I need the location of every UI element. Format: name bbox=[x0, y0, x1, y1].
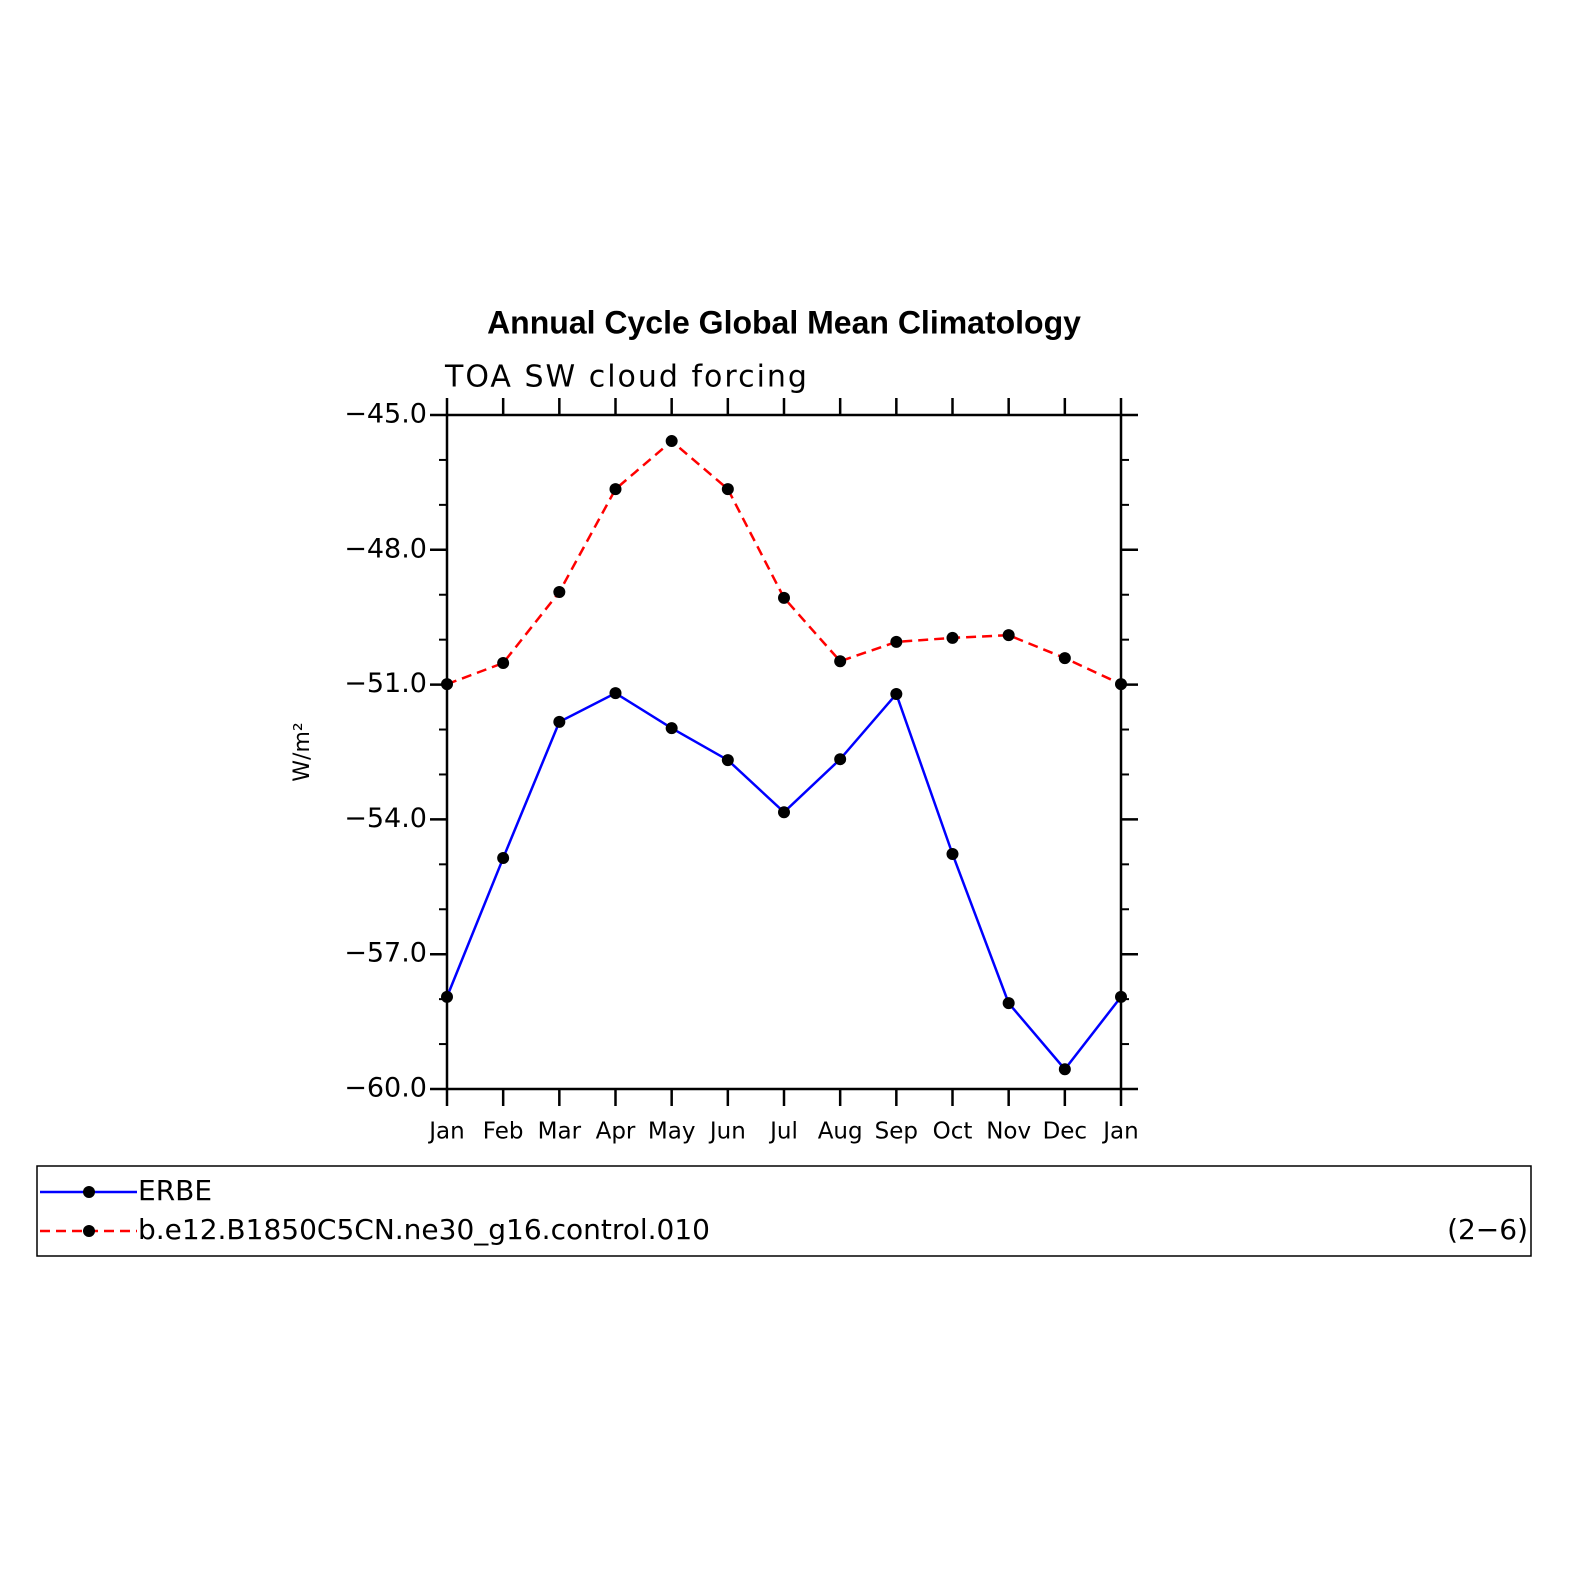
data-point bbox=[778, 806, 790, 819]
x-tick-label: Mar bbox=[538, 1119, 582, 1145]
y-axis-label: W/m² bbox=[290, 722, 315, 781]
data-point bbox=[553, 715, 566, 728]
y-tick-label: −60.0 bbox=[344, 1073, 427, 1104]
x-tick-label: Jan bbox=[427, 1119, 464, 1145]
data-point bbox=[1002, 629, 1015, 642]
data-point bbox=[778, 591, 790, 604]
x-tick-label: Aug bbox=[818, 1119, 863, 1145]
data-point bbox=[497, 852, 510, 865]
data-point bbox=[665, 722, 678, 735]
x-tick-label: Jun bbox=[708, 1119, 746, 1145]
chart-title: Annual Cycle Global Mean Climatology bbox=[487, 304, 1081, 340]
legend-marker bbox=[83, 1186, 95, 1198]
x-tick-label: Nov bbox=[986, 1119, 1031, 1145]
x-tick-label: Sep bbox=[875, 1119, 918, 1145]
data-point bbox=[609, 483, 622, 496]
series-line bbox=[446, 439, 1122, 686]
y-tick-label: −54.0 bbox=[344, 803, 427, 834]
data-point bbox=[890, 635, 903, 648]
x-tick-label: May bbox=[648, 1119, 696, 1145]
y-tick-label: −48.0 bbox=[344, 533, 427, 564]
legend-marker bbox=[83, 1225, 95, 1237]
data-point bbox=[834, 655, 847, 668]
legend-label: ERBE bbox=[138, 1174, 212, 1207]
legend-box bbox=[36, 1165, 1532, 1257]
series-line bbox=[445, 691, 1122, 1072]
annotation: (2−6) bbox=[1447, 1213, 1528, 1246]
data-point bbox=[553, 586, 566, 599]
data-point bbox=[946, 631, 959, 644]
x-tick-label: Dec bbox=[1043, 1119, 1088, 1145]
legend-label: b.e12.B1850C5CN.ne30_g16.control.010 bbox=[138, 1213, 710, 1246]
data-point bbox=[834, 753, 847, 766]
y-tick-label: −57.0 bbox=[344, 938, 427, 969]
data-point bbox=[946, 847, 959, 860]
x-tick-label: Feb bbox=[483, 1119, 524, 1145]
data-point bbox=[441, 678, 453, 691]
x-tick-label: Apr bbox=[596, 1119, 636, 1145]
data-point bbox=[1115, 678, 1127, 691]
chart-subtitle: TOA SW cloud forcing bbox=[444, 360, 809, 395]
data-point bbox=[497, 657, 510, 670]
data-point bbox=[721, 483, 734, 496]
data-point bbox=[1058, 652, 1071, 665]
data-point bbox=[609, 687, 622, 700]
data-point bbox=[1058, 1063, 1071, 1076]
data-point bbox=[890, 688, 903, 701]
x-tick-label: Oct bbox=[933, 1119, 973, 1145]
data-point bbox=[665, 435, 678, 448]
data-point bbox=[1002, 997, 1015, 1010]
y-tick-label: −45.0 bbox=[344, 399, 427, 430]
data-point bbox=[441, 990, 453, 1003]
x-tick-label: Jul bbox=[768, 1119, 798, 1145]
x-tick-label: Jan bbox=[1101, 1119, 1138, 1145]
y-tick-label: −51.0 bbox=[344, 668, 427, 699]
data-point bbox=[721, 754, 734, 767]
data-point bbox=[1115, 990, 1127, 1003]
